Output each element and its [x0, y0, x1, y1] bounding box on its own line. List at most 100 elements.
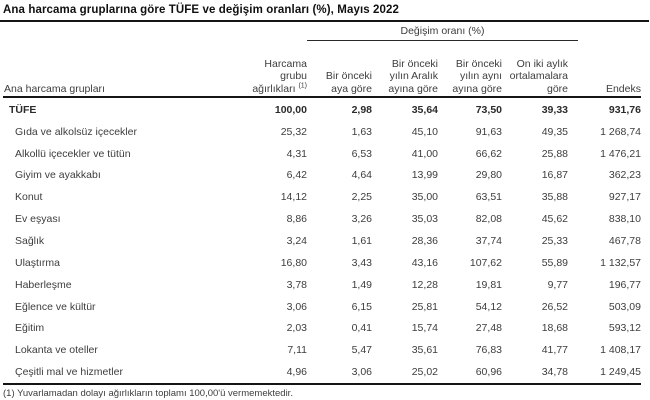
table-row: Gıda ve alkolsüz içecekler 25,32 1,63 45…: [3, 121, 641, 143]
column-header-weights: Harcama grubu ağırlıkları (1): [242, 58, 307, 96]
row-value: 39,33: [541, 103, 568, 116]
row-value: 27,48: [475, 322, 502, 335]
row-value: 82,08: [475, 213, 502, 226]
row-value: 4,64: [351, 169, 372, 182]
row-value: 35,64: [411, 103, 438, 116]
row-value: 100,00: [274, 103, 307, 116]
row-value: 107,62: [469, 256, 502, 269]
row-value: 16,80: [280, 256, 307, 269]
row-value: 19,81: [475, 278, 502, 291]
row-value: 1,63: [351, 125, 372, 138]
table-body: TÜFE 100,00 2,98 35,64 73,50 39,33 931,7…: [3, 99, 641, 383]
row-value: 927,17: [608, 191, 641, 204]
row-value: 45,10: [411, 125, 438, 138]
row-value: 3,24: [286, 234, 307, 247]
row-label: Giyim ve ayakkabı: [15, 169, 101, 182]
row-value: 1 476,21: [600, 147, 641, 160]
weight-header-line2: grubu: [280, 70, 307, 82]
table-row: Eğlence ve kültür 3,06 6,15 25,81 54,12 …: [3, 296, 641, 318]
table-row: Alkollü içecekler ve tütün 4,31 6,53 41,…: [3, 143, 641, 165]
table-row: Ev eşyası 8,86 3,26 35,03 82,08 45,62 83…: [3, 208, 641, 230]
row-value: 2,03: [286, 322, 307, 335]
table-row: Giyim ve ayakkabı 6,42 4,64 13,99 29,80 …: [3, 165, 641, 187]
row-value: 7,11: [287, 344, 307, 357]
row-value: 15,74: [411, 322, 438, 335]
row-value: 1,49: [351, 278, 372, 291]
column-header-since-december: Bir önceki yılın Aralık ayına göre: [372, 58, 438, 96]
row-value: 13,99: [411, 169, 438, 182]
row-value: 593,12: [608, 322, 641, 335]
table-row: Sağlık 3,24 1,61 28,36 37,74 25,33 467,7…: [3, 230, 641, 252]
row-value: 6,15: [351, 300, 372, 313]
row-value: 3,26: [351, 213, 372, 226]
row-value: 4,31: [286, 147, 307, 160]
title-rule: [0, 20, 649, 22]
row-label: Eğitim: [15, 322, 45, 335]
yearly-header-line2: yılın aynı: [459, 70, 502, 82]
row-value: 5,47: [351, 344, 372, 357]
row-value: 45,62: [541, 213, 568, 226]
table-row: Lokanta ve oteller 7,11 5,47 35,61 76,83…: [3, 339, 641, 361]
row-value: 37,74: [475, 234, 502, 247]
row-label: Ulaştırma: [15, 256, 60, 269]
row-value: 91,63: [475, 125, 502, 138]
header-rule: [3, 96, 641, 98]
bottom-rule: [3, 383, 641, 385]
yearly-header-line3: ayına göre: [452, 82, 502, 95]
december-header-line3: ayına göre: [388, 82, 438, 95]
column-header-monthly: Bir önceki aya göre: [307, 70, 372, 95]
table-row: Haberleşme 3,78 1,49 12,28 19,81 9,77 19…: [3, 274, 641, 296]
table-header-row: Ana harcama grupları Harcama grubu ağırl…: [3, 44, 641, 95]
avg-header-line2: ortalamalara: [509, 70, 568, 82]
row-value: 3,78: [286, 278, 307, 291]
row-value: 362,23: [608, 169, 641, 182]
row-label: Gıda ve alkolsüz içecekler: [15, 125, 137, 138]
row-value: 3,43: [351, 256, 372, 269]
weight-header-line3: ağırlıkları (1): [242, 82, 307, 96]
weight-header-line3-text: ağırlıkları: [252, 82, 296, 95]
row-value: 8,86: [286, 213, 307, 226]
table-row: Ulaştırma 16,80 3,43 43,16 107,62 55,89 …: [3, 252, 641, 274]
row-value: 18,68: [541, 322, 568, 335]
row-label: Ev eşyası: [15, 213, 61, 226]
december-header-line1: Bir önceki: [391, 57, 438, 70]
row-value: 0,41: [351, 322, 372, 335]
monthly-header-line2: aya göre: [331, 82, 372, 95]
row-label: Alkollü içecekler ve tütün: [15, 147, 131, 160]
row-value: 25,02: [411, 366, 438, 379]
avg-header-line3: göre: [546, 82, 568, 95]
row-value: 9,77: [547, 278, 568, 291]
row-value: 28,36: [411, 234, 438, 247]
row-value: 1 132,57: [600, 256, 641, 269]
weight-header-line1: Harcama: [264, 57, 307, 70]
column-header-groups: Ana harcama grupları: [4, 82, 105, 95]
row-value: 66,62: [475, 147, 502, 160]
row-value: 35,03: [411, 213, 438, 226]
column-header-index: Endeks: [605, 82, 641, 95]
row-value: 26,52: [541, 300, 568, 313]
row-value: 2,25: [351, 191, 372, 204]
row-value: 1 408,17: [600, 344, 641, 357]
row-value: 1 249,45: [600, 366, 641, 379]
row-value: 503,09: [608, 300, 641, 313]
row-value: 1 268,74: [600, 125, 641, 138]
row-value: 3,06: [286, 300, 307, 313]
row-label: TÜFE: [9, 103, 37, 116]
table-row: TÜFE 100,00 2,98 35,64 73,50 39,33 931,7…: [3, 99, 641, 121]
row-value: 63,51: [475, 191, 502, 204]
monthly-header-line1: Bir önceki: [325, 70, 372, 82]
row-value: 196,77: [608, 278, 641, 291]
row-label: Sağlık: [15, 234, 45, 247]
table-row: Eğitim 2,03 0,41 15,74 27,48 18,68 593,1…: [3, 317, 641, 339]
row-value: 41,77: [541, 344, 568, 357]
row-value: 76,83: [475, 344, 502, 357]
row-value: 29,80: [475, 169, 502, 182]
row-value: 25,33: [541, 234, 568, 247]
row-value: 25,88: [541, 147, 568, 160]
row-value: 6,53: [351, 147, 372, 160]
row-value: 1,61: [351, 234, 372, 247]
row-value: 838,10: [608, 213, 641, 226]
row-value: 73,50: [475, 103, 502, 116]
row-value: 931,76: [608, 103, 641, 116]
row-value: 43,16: [411, 256, 438, 269]
